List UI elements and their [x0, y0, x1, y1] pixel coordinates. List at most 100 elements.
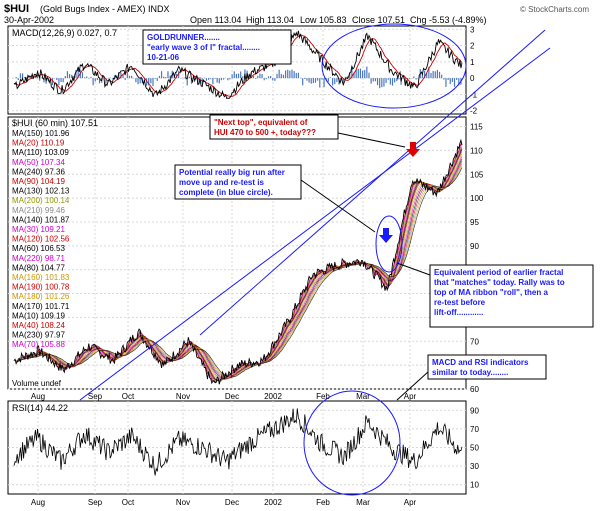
y-tick-label: 2 — [470, 42, 475, 51]
moving-average-line — [13, 167, 463, 378]
x-tick-label: Aug — [31, 392, 45, 401]
ma-legend-item: MA(160) 101.83 — [12, 273, 70, 282]
price-line — [13, 138, 463, 385]
next-top-line-2: HUI 470 to 500 +, today??? — [214, 128, 316, 137]
header-open: Open 113.04 — [190, 15, 241, 25]
ma-legend-item: MA(240) 97.36 — [12, 167, 65, 176]
y-tick-label: 110 — [470, 146, 483, 155]
moving-average-line — [13, 165, 463, 379]
red-arrow-icon — [406, 142, 420, 157]
ma-legend-item: MA(200) 100.14 — [12, 196, 70, 205]
y-tick-label: 115 — [470, 123, 483, 132]
trendline-upper — [199, 29, 546, 336]
price-label: $HUI (60 min) 107.51 — [12, 118, 98, 128]
macd-rsi-pointer — [396, 371, 429, 401]
svg-text:Potential really big run after: Potential really big run after move up an… — [179, 168, 285, 197]
ma-legend-item: MA(50) 107.34 — [12, 158, 65, 167]
ma-legend-item: MA(80) 104.77 — [12, 263, 65, 272]
moving-average-line — [13, 158, 463, 380]
moving-average-line — [13, 163, 463, 379]
retest-circle — [375, 215, 403, 273]
header-close: Close 107.51 — [352, 15, 405, 25]
watermark: © StockCharts.com — [520, 5, 589, 14]
ma-legend-item: MA(70) 105.88 — [12, 340, 65, 349]
macd-circle — [321, 23, 467, 109]
y-tick-label: -1 — [470, 90, 478, 99]
next-top-pointer — [337, 132, 406, 148]
x-tick-label: Feb — [316, 498, 330, 507]
x-tick-label: Nov — [176, 392, 190, 401]
potential-box — [174, 164, 302, 200]
ma-legend-item: MA(210) 99.46 — [12, 206, 65, 215]
equivalent-line-5: lift-off............ — [434, 308, 483, 317]
potential-line-2: move up and re-test is — [179, 178, 264, 187]
trendline-lower — [79, 47, 551, 401]
potential-line-3: complete (in blue circle). — [179, 188, 273, 197]
x-tick-label: Dec — [225, 498, 239, 507]
y-tick-label: 90 — [470, 242, 479, 251]
moving-average-line — [13, 149, 463, 382]
y-tick-label: 10 — [470, 481, 479, 490]
goldrunner-line-2: "early wave 3 of I" fractal........ — [147, 43, 260, 52]
equivalent-line-2: that "matches" today. Rally was to — [434, 278, 565, 287]
y-tick-label: -2 — [470, 107, 478, 116]
x-tick-label: 2002 — [264, 392, 282, 401]
x-tick-label: 2002 — [264, 498, 282, 507]
ma-legend-item: MA(140) 101.87 — [12, 215, 70, 224]
header-low: Low 105.83 — [300, 15, 347, 25]
ma-legend-item: MA(130) 102.13 — [12, 187, 70, 196]
moving-average-line — [13, 151, 463, 382]
y-tick-label: 1 — [470, 58, 475, 67]
ma-legend-item: MA(190) 100.78 — [12, 283, 70, 292]
ma-legend-item: MA(30) 109.21 — [12, 225, 65, 234]
macd-rsi-box — [427, 354, 547, 380]
macd-rsi-line-1: MACD and RSI indicators — [432, 358, 529, 367]
y-tick-label: 60 — [470, 385, 479, 394]
ma-legend-item: MA(170) 101.71 — [12, 302, 70, 311]
moving-average-line — [13, 148, 463, 382]
x-tick-label: Nov — [176, 498, 190, 507]
svg-text:GOLDRUNNER......."early wave 3: GOLDRUNNER....... "early wave 3 of I" fra… — [147, 33, 260, 62]
header-high: High 113.04 — [246, 15, 294, 25]
potential-pointer — [300, 179, 376, 233]
goldrunner-line-3: 10-21-06 — [147, 53, 180, 62]
rsi-label: RSI(14) 44.22 — [12, 403, 68, 413]
rsi-line — [13, 408, 463, 476]
moving-average-line — [13, 160, 463, 379]
y-tick-label: 30 — [470, 462, 479, 471]
x-tick-label: Apr — [404, 392, 417, 401]
y-tick-label: 70 — [470, 337, 479, 346]
macd-label: MACD(12,26,9) 0.027, 0.7 — [12, 28, 117, 38]
equivalent-line-3: top of MA ribbon "roll", then a — [434, 288, 548, 297]
equivalent-pointer — [396, 262, 431, 276]
header-name: (Gold Bugs Index - AMEX) INDX — [40, 4, 170, 14]
y-tick-label: 105 — [470, 170, 484, 179]
ma-legend-item: MA(20) 110.19 — [12, 139, 65, 148]
ma-legend-item: MA(150) 101.96 — [12, 129, 70, 138]
goldrunner-line-1: GOLDRUNNER....... — [147, 33, 220, 42]
volume-label: Volume undef — [12, 379, 62, 388]
x-tick-label: Mar — [356, 498, 370, 507]
macd-rsi-line-2: similar to today........ — [432, 368, 508, 377]
ma-legend-item: MA(120) 102.56 — [12, 235, 70, 244]
x-tick-label: Sep — [88, 498, 103, 507]
y-tick-label: 3 — [470, 25, 475, 34]
header-date: 30-Apr-2002 — [4, 15, 54, 25]
ma-legend-item: MA(60) 106.53 — [12, 244, 65, 253]
ma-legend-item: MA(90) 104.19 — [12, 177, 65, 186]
y-tick-label: 0 — [470, 74, 475, 83]
goldrunner-box — [142, 29, 292, 65]
x-tick-label: Oct — [122, 392, 135, 401]
svg-text:Equivalent period of earlier f: Equivalent period of earlier fractal that… — [434, 268, 565, 317]
x-tick-label: Dec — [225, 392, 239, 401]
ma-legend-item: MA(40) 108.24 — [12, 321, 65, 330]
y-tick-label: 50 — [470, 444, 479, 453]
header-symbol: $HUI — [4, 3, 29, 15]
next-top-box — [209, 114, 339, 140]
x-tick-label: Mar — [356, 392, 370, 401]
x-tick-label: Sep — [88, 392, 103, 401]
equivalent-line-1: Equivalent period of earlier fractal — [434, 268, 563, 277]
potential-line-1: Potential really big run after — [179, 168, 285, 177]
